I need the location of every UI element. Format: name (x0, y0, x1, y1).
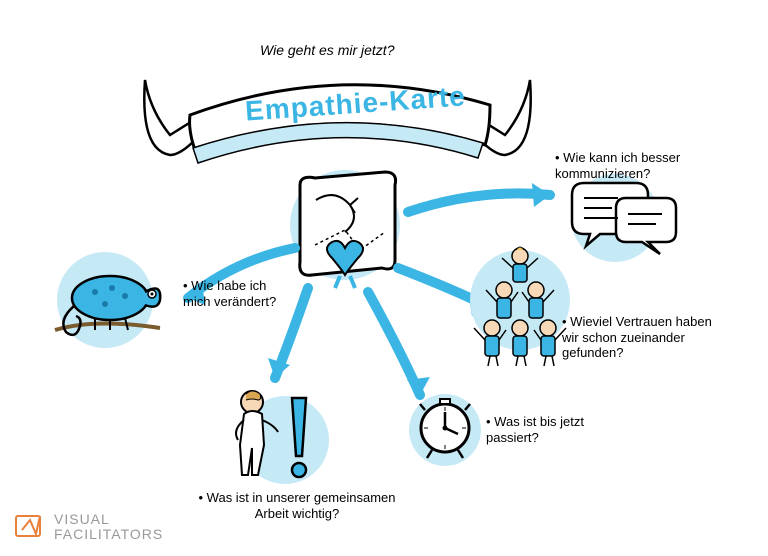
map-scroll-icon (290, 170, 400, 288)
logo-icon (12, 510, 46, 544)
label-trust: • Wieviel Vertrauen haben wir schon zuei… (562, 314, 727, 361)
label-change: • Wie habe ich mich verändert? (183, 278, 278, 309)
label-time: • Was ist bis jetzt passiert? (486, 414, 601, 445)
graphics-layer (0, 0, 768, 556)
logo-line2: FACILITATORS (54, 527, 163, 542)
logo: VISUAL FACILITATORS (12, 510, 163, 544)
logo-line1: VISUAL (54, 512, 163, 527)
label-change-text: Wie habe ich mich verändert? (183, 278, 276, 309)
logo-text: VISUAL FACILITATORS (54, 512, 163, 541)
chameleon-icon (55, 252, 160, 348)
label-communicate: • Wie kann ich besser kommunizieren? (555, 150, 730, 181)
banner-title: Empathie-Karte (244, 80, 467, 127)
label-time-text: Was ist bis jetzt passiert? (486, 414, 584, 445)
speech-bubbles-icon (571, 174, 676, 262)
label-important: • Was ist in unserer gemeinsamen Arbeit … (192, 490, 402, 521)
banner-subtitle: Wie geht es mir jetzt? (260, 42, 394, 58)
clock-icon (409, 394, 481, 466)
people-pyramid-icon (470, 247, 570, 366)
person-exclaim-icon (236, 391, 329, 484)
label-communicate-text: Wie kann ich besser kommunizieren? (555, 150, 680, 181)
label-trust-text: Wieviel Vertrauen haben wir schon zueina… (562, 314, 712, 360)
infographic-canvas: Wie geht es mir jetzt? Empathie-Karte • … (0, 0, 768, 556)
label-important-text: Was ist in unserer gemeinsamen Arbeit wi… (207, 490, 396, 521)
